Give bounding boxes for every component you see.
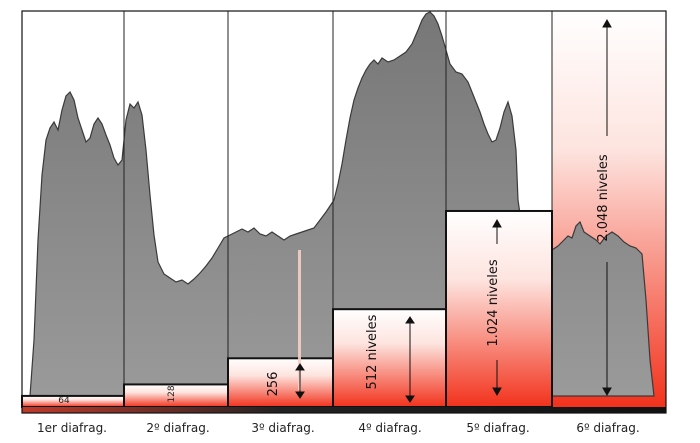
column-label-2: 2º diafrag.: [146, 421, 209, 435]
column-label-4: 4º diafrag.: [358, 421, 421, 435]
level-box-1: [21, 394, 125, 408]
level-box-4: [332, 308, 447, 408]
level-label-1: 64: [58, 396, 70, 406]
arrow-5: [492, 218, 502, 397]
column-label-1: 1er diafrag.: [37, 421, 107, 435]
level-label-5: 1.024 niveles: [486, 259, 501, 347]
column-label-6: 6º diafrag.: [576, 421, 639, 435]
level-label-6: 2.048 niveles: [596, 154, 611, 242]
arrow-6: [602, 18, 612, 397]
arrow-3: [295, 363, 305, 399]
base-bar: [22, 407, 666, 413]
column-labels: 1er diafrag. 2º diafrag. 3º diafrag. 4º …: [37, 421, 640, 435]
level-boxes: [21, 209, 553, 409]
column-label-3: 3º diafrag.: [251, 421, 314, 435]
level-label-2: 128: [167, 385, 177, 402]
level-annotations: 64 128 256 512 niveles 1.024 niveles 2.0…: [58, 18, 612, 406]
level-label-4: 512 niveles: [365, 314, 380, 389]
highlight-stripe: [298, 250, 301, 390]
column-label-5: 5º diafrag.: [466, 421, 529, 435]
level-label-3: 256: [266, 372, 281, 397]
plot-frame: [21, 10, 667, 414]
arrow-4: [405, 316, 415, 403]
